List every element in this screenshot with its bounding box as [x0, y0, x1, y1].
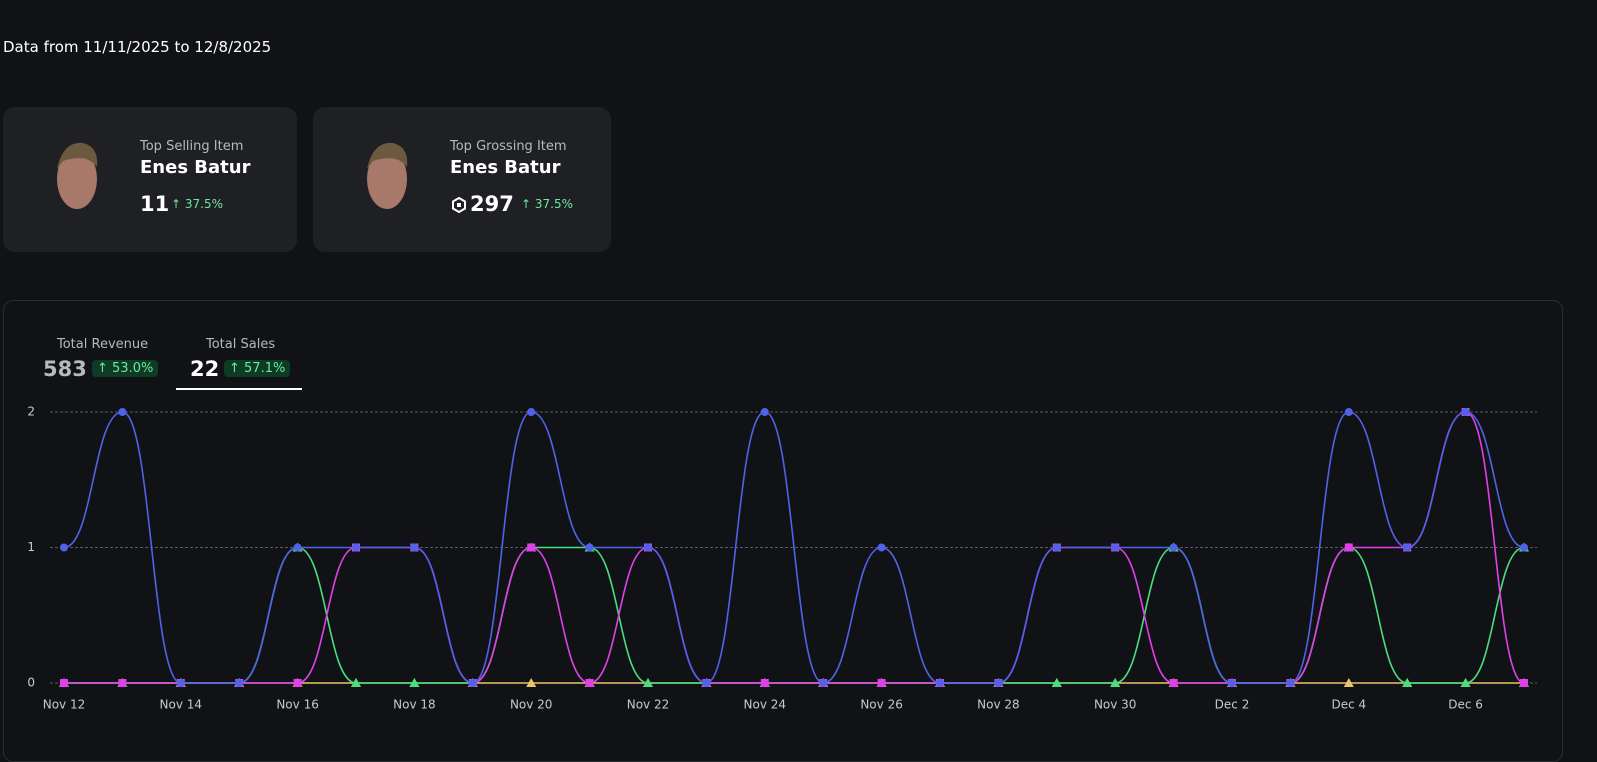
point: [819, 679, 828, 687]
point: [1286, 679, 1295, 687]
card[interactable]: Top Selling Item Enes Batur 11 ↑ 37.5%: [3, 107, 297, 252]
point: [1051, 678, 1062, 687]
point: [936, 679, 944, 687]
point: [118, 408, 127, 416]
point: [877, 679, 886, 687]
point: [585, 679, 594, 687]
point: [468, 679, 477, 687]
tab-label[interactable]: Total Sales: [206, 337, 276, 352]
point: [526, 678, 537, 687]
point: [585, 543, 594, 552]
tab-underline: [176, 388, 302, 390]
x-tick-label: Nov 30: [1094, 698, 1137, 712]
card-change: ↑ 37.5%: [521, 197, 573, 211]
point: [527, 543, 536, 552]
series-line: [63, 546, 1525, 684]
card-value: 297: [470, 192, 514, 216]
point: [1110, 678, 1121, 687]
x-tick-label: Nov 16: [276, 698, 319, 712]
point: [527, 408, 536, 416]
tab-value: 583: [43, 357, 87, 381]
x-tick-label: Nov 22: [627, 698, 670, 712]
point: [702, 679, 711, 687]
x-tick-label: Nov 14: [160, 698, 203, 712]
robux-icon: [452, 197, 466, 213]
point: [644, 543, 652, 552]
card-label: Top Selling Item: [140, 139, 244, 154]
point: [1169, 679, 1178, 687]
x-tick-label: Nov 28: [977, 698, 1020, 712]
point: [410, 543, 419, 552]
point: [1344, 543, 1353, 552]
point: [1460, 678, 1471, 687]
point: [1520, 679, 1528, 687]
x-tick-label: Nov 12: [43, 698, 86, 712]
point: [1461, 408, 1470, 416]
point: [643, 678, 653, 687]
point: [176, 679, 185, 687]
x-tick-label: Dec 2: [1215, 698, 1250, 712]
card-change-value: 37.5%: [534, 197, 573, 211]
date-range: Data from 11/11/2025 to 12/8/2025: [3, 38, 272, 56]
tab-change: ↑ 53.0%: [92, 360, 159, 377]
x-tick-label: Nov 18: [393, 698, 436, 712]
point: [352, 543, 360, 552]
card-change-value: 37.5%: [184, 197, 223, 211]
point: [60, 543, 68, 552]
y-tick-label: 1: [27, 540, 35, 554]
point: [1228, 679, 1236, 687]
point: [760, 408, 769, 416]
x-tick-label: Dec 4: [1331, 698, 1366, 712]
avatar: [57, 142, 98, 209]
point: [60, 679, 68, 687]
x-tick-label: Nov 26: [860, 698, 903, 712]
point: [118, 679, 127, 687]
x-tick-label: Dec 6: [1448, 698, 1483, 712]
point: [1520, 543, 1528, 552]
card-name: Enes Batur: [450, 157, 561, 178]
y-tick-label: 2: [27, 405, 35, 419]
card-change: ↑ 37.5%: [171, 197, 223, 211]
point: [760, 679, 769, 687]
point: [1169, 543, 1178, 552]
series-line: [63, 411, 1525, 684]
point: [1402, 678, 1413, 687]
point: [351, 678, 361, 687]
avatar: [367, 142, 408, 209]
point: [235, 679, 244, 687]
point: [1343, 678, 1354, 687]
point: [293, 679, 302, 687]
point: [994, 679, 1003, 687]
point: [1344, 408, 1353, 416]
x-tick-label: Nov 24: [744, 698, 787, 712]
point: [1052, 543, 1061, 552]
point: [1111, 543, 1120, 552]
card-name: Enes Batur: [140, 157, 251, 178]
tab-label[interactable]: Total Revenue: [57, 337, 149, 352]
tab-value: 22: [190, 357, 220, 381]
card-label: Top Grossing Item: [450, 139, 567, 154]
x-tick-label: Nov 20: [510, 698, 553, 712]
card[interactable]: Top Grossing Item Enes Batur 297 ↑ 37.5%: [313, 107, 611, 252]
point: [1403, 543, 1412, 552]
point: [293, 543, 302, 552]
card-value: 11: [140, 192, 170, 216]
y-tick-label: 0: [27, 676, 35, 690]
point: [877, 543, 886, 552]
tab-change-value: 57.1%: [244, 361, 286, 376]
point: [409, 678, 420, 687]
tab-change: ↑ 57.1%: [224, 360, 291, 377]
tab-change-value: 53.0%: [112, 361, 154, 376]
